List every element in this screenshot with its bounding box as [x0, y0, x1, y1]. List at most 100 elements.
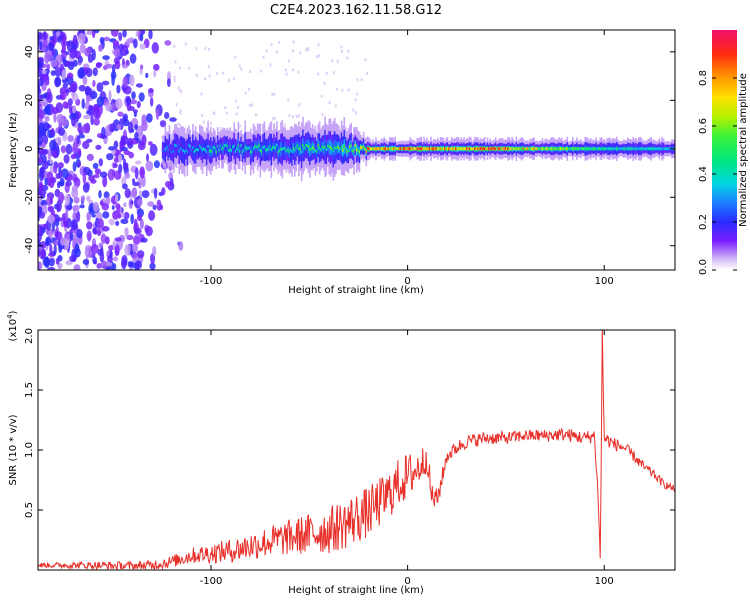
heatmap-cell [113, 57, 120, 65]
heatmap-cell [239, 124, 242, 128]
heatmap-cell [347, 88, 350, 92]
heatmap-cell [94, 168, 101, 175]
heatmap-cell [99, 171, 108, 178]
heatmap-cell [322, 146, 325, 150]
heatmap-cell [86, 221, 93, 230]
heatmap-panel: -100 0 100 40 20 0 -20 -40 Height of straight l… [8, 29, 676, 296]
heatmap-cell [122, 183, 128, 190]
heatmap-cell [530, 147, 533, 151]
heatmap-cell [45, 236, 52, 246]
heatmap-cell [90, 179, 97, 184]
heatmap-cell [155, 108, 160, 121]
heatmap-cell [317, 43, 320, 47]
heatmap-cell [642, 147, 644, 151]
heatmap-cell [73, 264, 81, 270]
heatmap-cell [313, 147, 315, 150]
heatmap-cell [329, 146, 332, 149]
heatmap-cell [307, 145, 310, 148]
heatmap-cell [292, 40, 295, 44]
heatmap-cell [122, 30, 127, 38]
heatmap-cell [541, 147, 544, 151]
heatmap-cell [230, 148, 233, 152]
heatmap-cell [96, 218, 104, 228]
heatmap-cell [643, 147, 646, 151]
heatmap-cell [165, 180, 172, 188]
heatmap-cell [60, 145, 66, 154]
heatmap-cell [336, 60, 339, 64]
heatmap-cell [420, 147, 423, 151]
heatmap-cell [62, 101, 69, 109]
heatmap-cell [63, 154, 70, 164]
heatmap-cell [77, 68, 85, 79]
heatmap-cell [62, 82, 69, 89]
heatmap-cell [248, 87, 251, 91]
heatmap-cell [78, 134, 85, 139]
heatmap-cell [599, 147, 602, 151]
heatmap-cell [364, 147, 366, 151]
heatmap-cell [287, 148, 289, 152]
heatmap-cell [258, 144, 260, 148]
heatmap-cell [536, 147, 538, 151]
heatmap-cell [101, 226, 110, 232]
heatmap-cell [607, 147, 610, 151]
heatmap-cell [47, 148, 52, 161]
heatmap-cell [61, 69, 67, 80]
heatmap-cell [468, 147, 471, 151]
heatmap-cell [72, 44, 77, 49]
heatmap-cell [661, 147, 663, 151]
heatmap-cell [132, 235, 141, 245]
heatmap-cell [93, 118, 100, 126]
heatmap-cell [148, 30, 153, 40]
heatmap-x-tick-label: 100 [595, 276, 614, 287]
heatmap-cell [213, 111, 216, 115]
heatmap-cell [188, 143, 190, 147]
heatmap-cell [141, 134, 147, 146]
heatmap-cell [40, 249, 46, 258]
heatmap-cell [605, 147, 607, 151]
heatmap-cell [38, 248, 41, 257]
heatmap-cell [226, 144, 229, 148]
heatmap-cell [588, 147, 591, 151]
heatmap-cell [545, 147, 548, 151]
heatmap-cell [296, 144, 299, 148]
heatmap-cell [111, 205, 115, 210]
heatmap-cell [666, 147, 669, 151]
colorbar-tick-label: 0.8 [698, 70, 709, 86]
heatmap-cell [119, 145, 123, 153]
heatmap-cell [135, 260, 142, 270]
heatmap-cell [137, 198, 143, 207]
heatmap-cell [174, 143, 176, 147]
heatmap-cell [74, 243, 80, 254]
heatmap-cell [55, 76, 62, 87]
heatmap-cell [653, 147, 655, 151]
heatmap-cell [325, 71, 328, 75]
heatmap-cell [565, 147, 567, 151]
heatmap-cell [376, 147, 379, 151]
heatmap-cell [494, 147, 497, 151]
heatmap-cell [174, 60, 177, 64]
heatmap-cell [152, 246, 157, 257]
heatmap-cell [158, 191, 164, 197]
heatmap-cell [67, 60, 71, 66]
heatmap-cell [118, 154, 123, 163]
heatmap-cell [92, 79, 96, 88]
heatmap-cell [95, 62, 102, 69]
heatmap-cell [39, 41, 43, 51]
heatmap-cell [178, 123, 181, 127]
heatmap-cell [98, 104, 103, 115]
heatmap-cell [78, 122, 82, 127]
heatmap-cell [457, 147, 460, 151]
heatmap-cell [285, 149, 288, 153]
heatmap-cell [67, 98, 73, 106]
heatmap-cell [248, 146, 251, 150]
heatmap-cell [644, 147, 647, 151]
heatmap-cell [109, 249, 113, 259]
heatmap-cell [245, 147, 248, 150]
heatmap-cell [427, 147, 430, 151]
heatmap-cell [510, 147, 512, 151]
heatmap-cell [254, 144, 256, 148]
heatmap-cell [483, 147, 486, 151]
heatmap-cell [408, 147, 410, 151]
heatmap-cell [556, 147, 559, 151]
